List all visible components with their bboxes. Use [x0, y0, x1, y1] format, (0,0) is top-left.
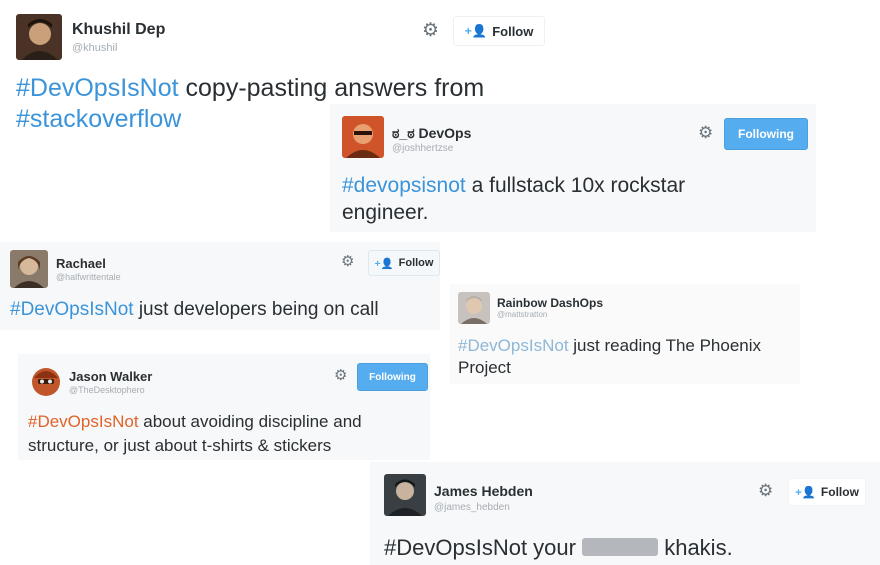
gear-icon[interactable]: ⚙ — [422, 20, 440, 41]
following-button[interactable]: Following — [724, 118, 808, 150]
tweet-body: copy-pasting answers from — [178, 74, 485, 102]
user-name[interactable]: James Hebden — [434, 483, 533, 499]
hashtag-link[interactable]: #stackoverflow — [16, 105, 182, 133]
following-button-label: Following — [738, 127, 794, 141]
avatar-image — [10, 250, 48, 288]
avatar[interactable] — [10, 250, 48, 288]
avatar[interactable] — [384, 474, 426, 516]
tweet-body-end: khakis. — [658, 535, 733, 560]
tweet-card-jason: Jason Walker @TheDesktophero ⚙ Following… — [18, 354, 430, 460]
tweet-text: #DevOpsIsNot just reading The Phoenix Pr… — [458, 335, 798, 379]
tweet-card-james: James Hebden @james_hebden ⚙ +👤 Follow #… — [370, 462, 880, 565]
gear-icon[interactable]: ⚙ — [334, 367, 348, 384]
avatar-image — [384, 474, 426, 516]
follow-button-label: Follow — [492, 23, 534, 39]
user-handle[interactable]: @TheDesktophero — [69, 385, 145, 395]
hashtag-link[interactable]: #DevOpsIsNot — [458, 336, 569, 355]
tweet-text: #devopsisnot a fullstack 10x rockstar en… — [342, 172, 762, 226]
add-person-icon: +👤 — [464, 23, 488, 38]
user-name[interactable]: Rachael — [56, 256, 106, 271]
redacted-word — [582, 538, 659, 557]
avatar[interactable] — [28, 362, 64, 398]
user-name[interactable]: Khushil Dep — [72, 21, 166, 38]
hashtag-link[interactable]: #DevOpsIsNot — [10, 299, 134, 320]
user-handle[interactable]: @halfwrittentale — [56, 272, 121, 282]
tweet-text: #DevOpsIsNot about avoiding discipline a… — [28, 410, 428, 458]
follow-button-label: Follow — [398, 257, 434, 269]
user-name[interactable]: ಠ_ಠ DevOps — [392, 125, 472, 141]
tweet-card-rachael: Rachael @halfwrittentale ⚙ +👤 Follow #De… — [0, 242, 440, 330]
user-handle[interactable]: @khushil — [72, 42, 118, 54]
user-handle[interactable]: @james_hebden — [434, 502, 510, 513]
user-name[interactable]: Rainbow DashOps — [497, 296, 604, 310]
tweet-body-start: your — [527, 535, 583, 560]
tweet-card-rainbow: Rainbow DashOps @mattstratton #DevOpsIsN… — [450, 284, 800, 384]
tweet-text: #DevOpsIsNot your khakis. — [384, 535, 874, 562]
hashtag-link[interactable]: #DevOpsIsNot — [16, 74, 179, 102]
avatar-image — [342, 116, 384, 158]
gear-icon[interactable]: ⚙ — [341, 253, 355, 270]
tweet-text: #DevOpsIsNot copy-pasting answers from #… — [16, 73, 556, 135]
follow-button[interactable]: +👤 Follow — [453, 16, 545, 46]
gear-icon[interactable]: ⚙ — [758, 481, 774, 500]
user-handle[interactable]: @joshhertzse — [392, 143, 454, 154]
hashtag-link[interactable]: #DevOpsIsNot — [384, 535, 528, 560]
tweet-body: a fullstack 10x rockstar engineer. — [342, 174, 686, 224]
tweet-card-khushil: Khushil Dep @khushil ⚙ +👤 Follow #DevOps… — [0, 0, 560, 150]
avatar-image — [28, 362, 64, 398]
avatar[interactable] — [458, 292, 490, 324]
hashtag-link[interactable]: #devopsisnot — [342, 174, 466, 197]
avatar[interactable] — [16, 14, 62, 60]
hashtag-link[interactable]: #DevOpsIsNot — [28, 412, 139, 431]
tweet-body: just reading The Phoenix Project — [458, 336, 762, 377]
gear-icon[interactable]: ⚙ — [698, 123, 714, 142]
avatar-image — [458, 292, 490, 324]
add-person-icon: +👤 — [374, 258, 394, 270]
follow-button[interactable]: +👤 Follow — [788, 478, 866, 506]
avatar-image — [16, 14, 62, 60]
following-button-label: Following — [369, 371, 416, 383]
tweet-body: about avoiding discipline and structure,… — [28, 412, 362, 455]
tweet-text: #DevOpsIsNot just developers being on ca… — [10, 298, 440, 321]
tweet-card-devops: ಠ_ಠ DevOps @joshhertzse ⚙ Following #dev… — [330, 104, 816, 232]
follow-button-label: Follow — [820, 485, 859, 499]
user-handle[interactable]: @mattstratton — [497, 310, 548, 319]
tweet-body: just developers being on call — [133, 299, 379, 320]
add-person-icon: +👤 — [795, 487, 816, 499]
avatar[interactable] — [342, 116, 384, 158]
following-button[interactable]: Following — [357, 363, 428, 391]
follow-button[interactable]: +👤 Follow — [368, 250, 440, 276]
user-name[interactable]: Jason Walker — [69, 369, 153, 384]
